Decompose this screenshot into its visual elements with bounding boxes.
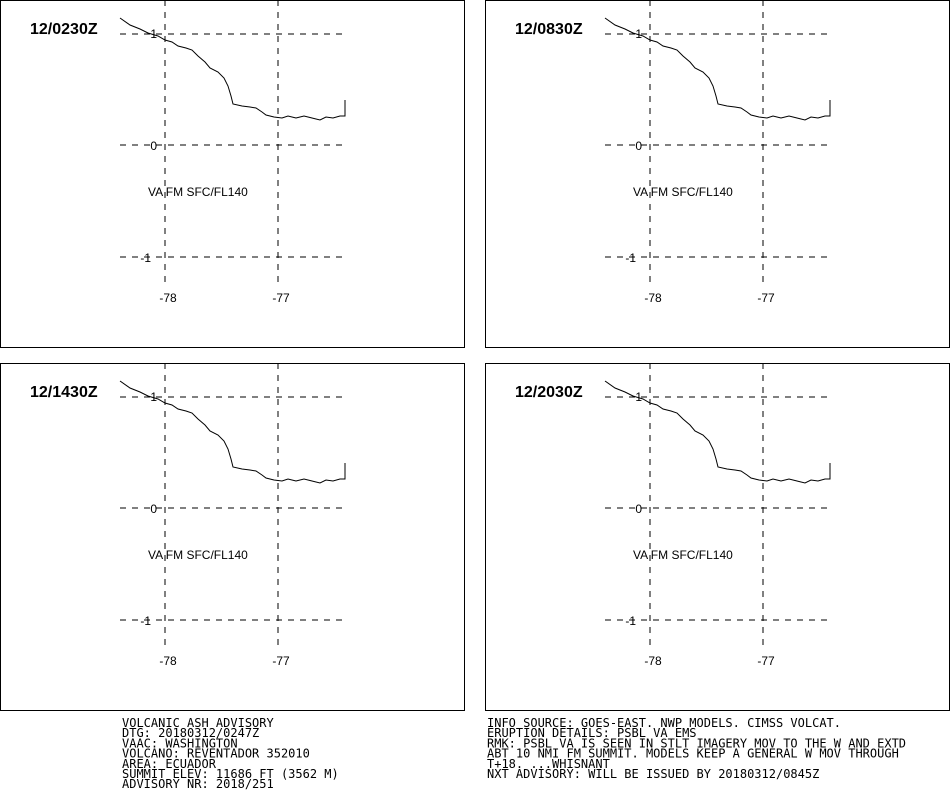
advisory-line: RMK: PSBL VA IS SEEN IN STLT IMAGERY MOV… [487, 736, 906, 750]
lat-label: 1 [150, 27, 157, 41]
lat-label: 1 [635, 390, 642, 404]
advisory-line: SUMMIT ELEV: 11686 FT (3562 M) [122, 767, 339, 781]
advisory-line: ABT 10 NMI FM SUMMIT. MODELS KEEP A GENE… [487, 747, 899, 761]
panel-time: 12/0230Z [30, 21, 98, 38]
lon-label: -78 [644, 654, 662, 668]
coastline [119, 17, 346, 121]
advisory-line: AREA: ECUADOR [122, 757, 217, 771]
lat-label: -1 [625, 251, 636, 265]
map-panel: 12/1430Z 1 0 -1 -78 -77 VA FM SFC/FL140 [0, 363, 465, 711]
lon-label: -77 [272, 654, 290, 668]
lat-label: -1 [625, 614, 636, 628]
advisory-line: VAAC: WASHINGTON [122, 736, 238, 750]
ash-annotation: VA FM SFC/FL140 [148, 548, 248, 562]
lat-label: -1 [140, 614, 151, 628]
lon-label: -77 [272, 291, 290, 305]
lon-label: -78 [644, 291, 662, 305]
lat-label: 0 [150, 139, 157, 153]
map-panel: 12/2030Z 1 0 -1 -78 -77 VA FM SFC/FL140 [485, 363, 950, 711]
lat-label: -1 [140, 251, 151, 265]
advisory-line: VOLCANIC ASH ADVISORY [122, 716, 274, 730]
panel-border [485, 0, 950, 348]
advisory-line: NXT ADVISORY: WILL BE ISSUED BY 20180312… [487, 767, 819, 781]
advisory-line: ERUPTION DETAILS: PSBL VA EMS [487, 726, 697, 740]
lat-label: 0 [635, 502, 642, 516]
panel-border [485, 363, 950, 711]
lat-label: 1 [150, 390, 157, 404]
lat-label: 1 [635, 27, 642, 41]
lat-label: 0 [150, 502, 157, 516]
ash-annotation: VA FM SFC/FL140 [633, 548, 733, 562]
panel-border [0, 363, 465, 711]
ash-annotation: VA FM SFC/FL140 [633, 185, 733, 199]
advisory-line: INFO SOURCE: GOES-EAST. NWP MODELS. CIMS… [487, 716, 841, 730]
coastline [604, 380, 831, 484]
lon-label: -78 [159, 291, 177, 305]
map-panel: 12/0230Z 1 0 -1 -78 -77 VA FM SFC/FL140 [0, 0, 465, 348]
panel-time: 12/1430Z [30, 384, 98, 401]
coastline [119, 380, 346, 484]
map-panel: 12/0830Z 1 0 -1 -78 -77 VA FM SFC/FL140 [485, 0, 950, 348]
advisory-line: VOLCANO: REVENTADOR 352010 [122, 747, 310, 761]
advisory-line: T+18. ...WHISNANT [487, 757, 610, 771]
panel-time: 12/0830Z [515, 21, 583, 38]
panel-border [0, 0, 465, 348]
ash-annotation: VA FM SFC/FL140 [148, 185, 248, 199]
lon-label: -77 [757, 291, 775, 305]
lat-label: 0 [635, 139, 642, 153]
advisory-line: DTG: 20180312/0247Z [122, 726, 259, 740]
coastline [604, 17, 831, 121]
panel-time: 12/2030Z [515, 384, 583, 401]
advisory-line: ADVISORY NR: 2018/251 [122, 777, 274, 791]
lon-label: -78 [159, 654, 177, 668]
lon-label: -77 [757, 654, 775, 668]
